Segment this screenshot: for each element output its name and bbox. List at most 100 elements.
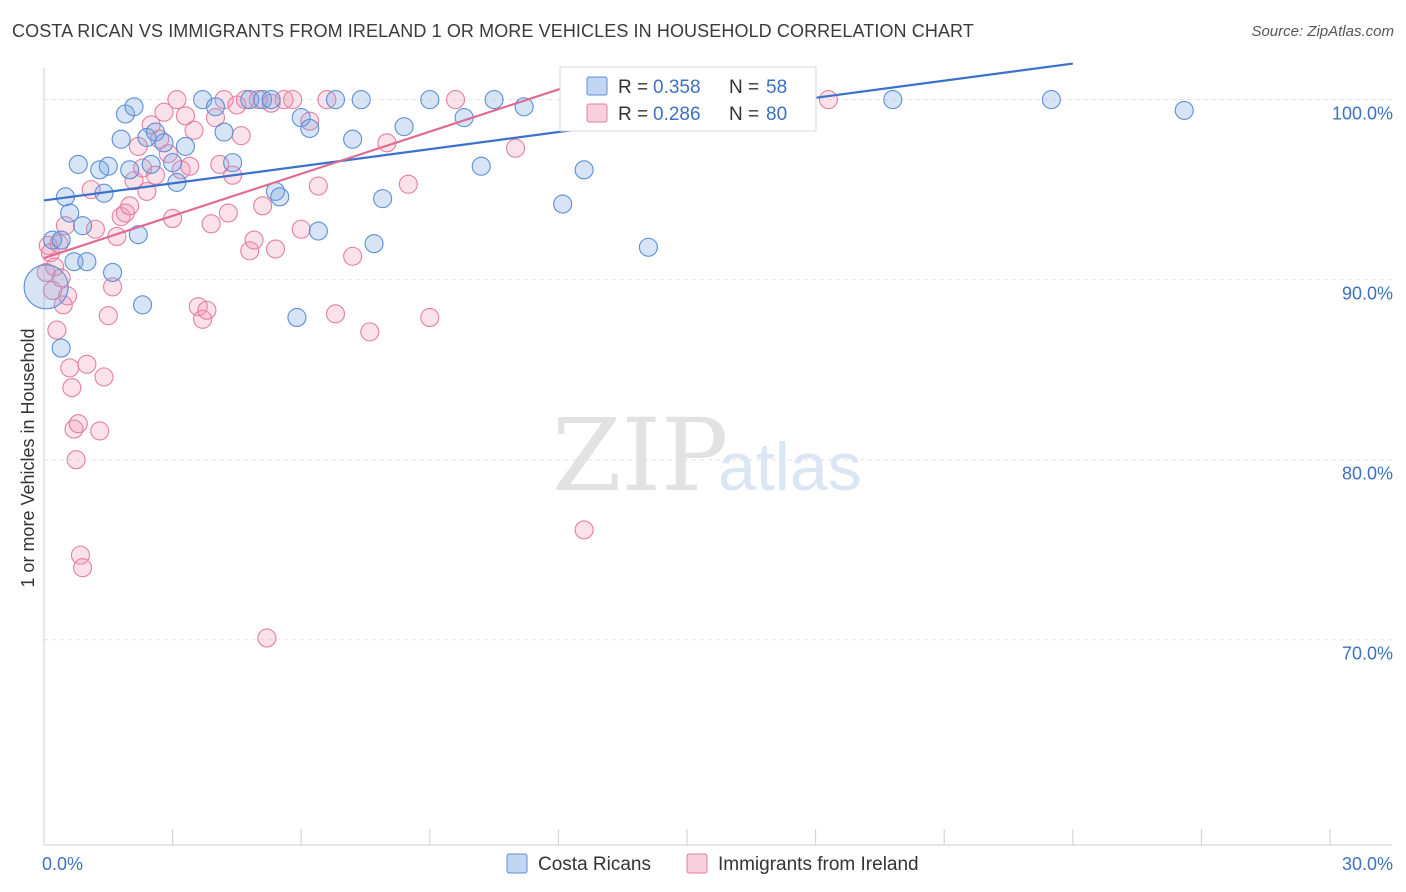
point-costa-rican-39 — [325, 90, 346, 110]
point-ireland-24 — [103, 277, 123, 297]
point-costa-rican-12 — [103, 262, 123, 283]
trend-lines — [43, 62, 1073, 260]
point-ireland-11 — [60, 358, 80, 378]
point-ireland-79 — [818, 90, 839, 110]
point-ireland-18 — [77, 354, 97, 374]
legend-n-value-1: 58 — [766, 77, 787, 98]
point-ireland-21 — [90, 421, 110, 441]
point-costa-rican-45 — [420, 90, 440, 110]
point-ireland-5 — [47, 320, 67, 340]
point-costa-rican-35 — [287, 307, 307, 328]
point-costa-rican-40 — [343, 129, 363, 149]
point-ireland-57 — [244, 230, 264, 250]
point-ireland-65 — [291, 219, 311, 239]
chart-title: COSTA RICAN VS IMMIGRANTS FROM IRELAND 1… — [12, 21, 974, 41]
y-tick-label-3: 70.0% — [1342, 644, 1393, 664]
legend-r-value-1: 0.358 — [653, 77, 701, 98]
axes — [43, 68, 1392, 846]
point-costa-rican-22 — [154, 133, 174, 153]
point-ireland-71 — [360, 322, 380, 342]
point-costa-rican-13 — [111, 129, 131, 149]
y-tick-labels: 100.0% 90.0% 80.0% 70.0% — [1332, 104, 1393, 664]
bottom-legend-swatch-ireland — [686, 853, 708, 874]
point-ireland-36 — [154, 102, 174, 122]
point-costa-rican-4 — [60, 203, 80, 223]
point-costa-rican-42 — [364, 234, 384, 254]
point-costa-rican-41 — [351, 90, 371, 110]
point-ireland-16 — [70, 545, 90, 565]
point-costa-rican-16 — [124, 97, 144, 117]
point-ireland-75 — [445, 90, 466, 110]
point-ireland-37 — [158, 144, 178, 164]
point-costa-rican-50 — [553, 194, 573, 214]
y-tick-label-0: 100.0% — [1332, 104, 1393, 124]
point-costa-rican-48 — [484, 90, 504, 110]
point-costa-rican-57 — [51, 338, 71, 358]
point-ireland-39 — [167, 90, 187, 110]
point-ireland-23 — [98, 306, 118, 326]
legend-n-label-1: N = — [729, 77, 759, 98]
point-ireland-22 — [94, 367, 114, 387]
point-ireland-64 — [283, 90, 303, 110]
point-costa-rican-17 — [128, 225, 148, 245]
point-ireland-17 — [73, 558, 93, 578]
point-ireland-62 — [265, 239, 286, 259]
point-ireland-41 — [175, 106, 196, 126]
point-costa-rican-44 — [394, 117, 414, 137]
point-ireland-60 — [257, 628, 277, 648]
trend-line-ireland — [43, 71, 611, 260]
bottom-legend-ireland: Immigrants from Ireland — [718, 854, 919, 875]
y-axis-label: 1 or more Vehicles in Household — [18, 328, 38, 587]
point-ireland-67 — [308, 176, 328, 196]
point-ireland-69 — [325, 304, 346, 324]
point-ireland-54 — [231, 126, 251, 146]
point-costa-rican-51 — [574, 160, 594, 180]
x-tick-label-1: 30.0% — [1342, 854, 1393, 874]
point-costa-rican-28 — [214, 122, 234, 142]
point-costa-rican-56 — [1174, 100, 1194, 120]
point-ireland-59 — [253, 196, 273, 216]
watermark-atlas: atlas — [718, 429, 862, 505]
point-costa-rican-15 — [120, 160, 140, 180]
series-costa-rican-points — [23, 90, 1194, 358]
point-costa-rican-25 — [175, 136, 196, 156]
legend-r-label-2: R = — [618, 104, 648, 125]
x-tick-label-0: 0.0% — [42, 854, 83, 874]
watermark-zip: ZIP — [552, 397, 728, 514]
bottom-legend-costa-ricans: Costa Ricans — [538, 854, 651, 875]
point-costa-rican-37 — [300, 118, 320, 138]
point-costa-rican-32 — [261, 90, 281, 110]
source-credit: Source: ZipAtlas.com — [1251, 23, 1394, 40]
point-costa-rican-43 — [373, 189, 393, 209]
trend-line-costa-rican — [43, 62, 1073, 202]
point-ireland-28 — [120, 196, 140, 216]
point-costa-rican-55 — [1041, 90, 1061, 110]
point-costa-rican-7 — [73, 216, 93, 236]
point-costa-rican-20 — [141, 154, 161, 174]
point-ireland-51 — [218, 203, 238, 223]
point-ireland-73 — [398, 174, 418, 194]
point-ireland-45 — [193, 309, 213, 329]
legend-n-value-2: 80 — [766, 104, 787, 125]
legend-box — [559, 66, 817, 132]
legend-swatch-pink — [586, 103, 608, 123]
point-costa-rican-34 — [270, 187, 290, 207]
series-ireland-points — [36, 90, 839, 648]
point-costa-rican-11 — [98, 156, 118, 176]
legend-r-label-1: R = — [618, 77, 648, 98]
point-costa-rican-0 — [23, 264, 69, 310]
point-ireland-70 — [343, 246, 363, 266]
point-ireland-42 — [180, 156, 200, 176]
point-ireland-7 — [51, 268, 71, 288]
x-tick-labels: 0.0% 30.0% — [42, 854, 1393, 874]
point-costa-rican-23 — [163, 153, 183, 173]
point-costa-rican-38 — [308, 221, 328, 241]
legend-r-value-2: 0.286 — [653, 104, 701, 125]
point-ireland-48 — [205, 108, 226, 128]
point-ireland-20 — [85, 219, 105, 239]
point-costa-rican-54 — [883, 90, 903, 110]
point-costa-rican-47 — [471, 156, 491, 176]
point-ireland-47 — [201, 214, 221, 234]
point-ireland-43 — [184, 120, 204, 140]
